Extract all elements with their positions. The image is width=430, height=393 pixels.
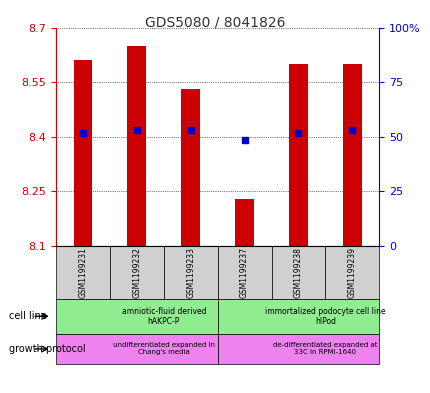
Text: GDS5080 / 8041826: GDS5080 / 8041826 <box>145 16 285 30</box>
Text: undifterentiated expanded in
Chang's media: undifterentiated expanded in Chang's med… <box>113 342 214 356</box>
Text: immortalized podocyte cell line
hIPod: immortalized podocyte cell line hIPod <box>264 307 385 326</box>
Bar <box>289 64 307 246</box>
Text: amniotic-fluid derived
hAKPC-P: amniotic-fluid derived hAKPC-P <box>121 307 206 326</box>
FancyBboxPatch shape <box>56 299 217 334</box>
Text: cell line: cell line <box>9 311 46 321</box>
Bar <box>181 90 200 246</box>
Bar <box>127 46 146 246</box>
FancyBboxPatch shape <box>217 334 378 364</box>
Bar <box>342 64 361 246</box>
FancyBboxPatch shape <box>56 246 110 299</box>
FancyBboxPatch shape <box>217 246 271 299</box>
FancyBboxPatch shape <box>217 299 378 334</box>
FancyBboxPatch shape <box>110 246 163 299</box>
Text: GSM1199237: GSM1199237 <box>240 247 249 298</box>
Text: growth protocol: growth protocol <box>9 344 85 354</box>
Bar <box>235 199 253 246</box>
FancyBboxPatch shape <box>325 246 378 299</box>
Text: GSM1199231: GSM1199231 <box>78 247 87 298</box>
Text: GSM1199238: GSM1199238 <box>293 247 302 298</box>
Text: de-differentiated expanded at
33C in RPMI-1640: de-differentiated expanded at 33C in RPM… <box>273 342 377 356</box>
FancyBboxPatch shape <box>163 246 217 299</box>
Text: GSM1199232: GSM1199232 <box>132 247 141 298</box>
FancyBboxPatch shape <box>56 334 217 364</box>
Text: GSM1199233: GSM1199233 <box>186 247 195 298</box>
Bar <box>74 60 92 246</box>
FancyBboxPatch shape <box>271 246 325 299</box>
Text: GSM1199239: GSM1199239 <box>347 247 356 298</box>
